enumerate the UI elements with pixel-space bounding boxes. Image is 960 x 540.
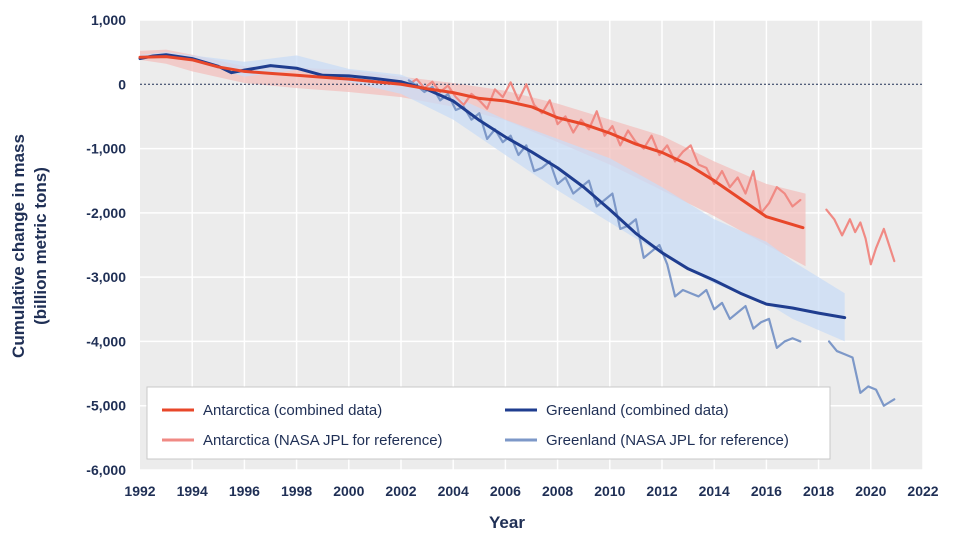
x-tick-2000: 2000 xyxy=(333,483,364,499)
y-axis-tick-labels: 1,000 0 -1,000 -2,000 -3,000 -4,000 -5,000 -6,0… xyxy=(86,12,126,478)
x-tick-2004: 2004 xyxy=(438,483,469,499)
y-tick--5,000: -5,000 xyxy=(86,398,126,414)
y-tick--4,000: -4,000 xyxy=(86,333,126,349)
x-axis-tick-labels: 1992 1994 1996 1998 2000 2002 2004 2006 2008 2010… xyxy=(124,483,938,499)
y-tick--1,000: -1,000 xyxy=(86,141,126,157)
legend-label-greenland-combined: Greenland (combined data) xyxy=(546,402,729,419)
x-tick-2008: 2008 xyxy=(542,483,573,499)
x-tick-2010: 2010 xyxy=(594,483,625,499)
legend-label-antarctica-jpl: Antarctica (NASA JPL for reference) xyxy=(203,432,443,449)
x-tick-1992: 1992 xyxy=(124,483,155,499)
x-tick-2022: 2022 xyxy=(907,483,938,499)
x-tick-1994: 1994 xyxy=(177,483,208,499)
y-tick-1,000: 1,000 xyxy=(91,12,126,28)
y-axis-title: Cumulative change in mass (billion metri… xyxy=(9,134,50,358)
x-tick-2002: 2002 xyxy=(385,483,416,499)
legend-label-greenland-jpl: Greenland (NASA JPL for reference) xyxy=(546,432,789,449)
y-tick-0: 0 xyxy=(118,76,126,92)
x-tick-2020: 2020 xyxy=(855,483,886,499)
legend-box xyxy=(146,386,831,460)
x-tick-1998: 1998 xyxy=(281,483,312,499)
y-tick--6,000: -6,000 xyxy=(86,462,126,478)
series-lines xyxy=(138,53,896,407)
y-tick--3,000: -3,000 xyxy=(86,269,126,285)
y-tick--2,000: -2,000 xyxy=(86,205,126,221)
line-antarctica-combined-data-segment-0 xyxy=(138,55,805,230)
line-greenland-combined-data-segment-0 xyxy=(138,53,847,320)
x-tick-2016: 2016 xyxy=(751,483,782,499)
x-tick-1996: 1996 xyxy=(229,483,260,499)
x-tick-2012: 2012 xyxy=(646,483,677,499)
legend-label-antarctica-combined: Antarctica (combined data) xyxy=(203,402,382,419)
x-tick-2018: 2018 xyxy=(803,483,834,499)
x-tick-2014: 2014 xyxy=(699,483,730,499)
y-axis-title-line1: Cumulative change in mass xyxy=(9,134,28,358)
x-tick-2006: 2006 xyxy=(490,483,521,499)
line-greenland-nasa-jpl-for-reference-segment-1 xyxy=(827,340,896,407)
x-axis-title: Year xyxy=(489,513,525,532)
legend: Antarctica (combined data) Greenland (co… xyxy=(146,386,831,460)
y-axis-title-line2: (billion metric tons) xyxy=(31,167,50,325)
line-antarctica-nasa-jpl-for-reference-segment-1 xyxy=(825,208,896,266)
